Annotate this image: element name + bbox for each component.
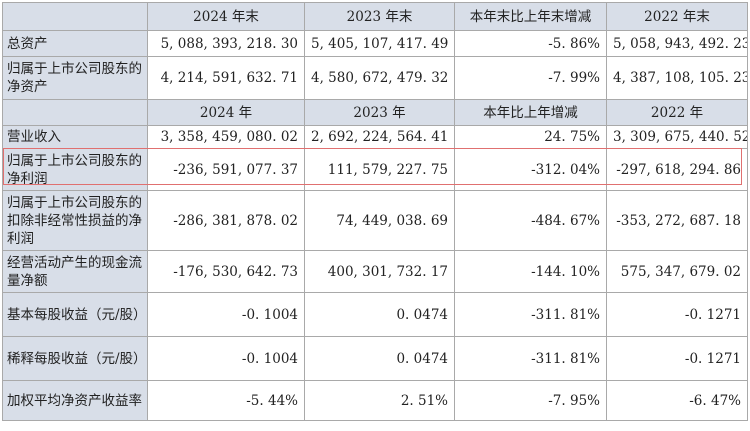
table-cell: 4, 387, 108, 105. 23 <box>606 56 748 100</box>
table-cell: -5. 44% <box>147 380 305 421</box>
row-label-revenue: 营业收入 <box>2 125 148 149</box>
header-row-year-end: 2024 年末 2023 年末 本年末比上年末增减 2022 年末 <box>2 2 748 31</box>
table-cell: 3, 358, 459, 080. 02 <box>147 125 305 149</box>
row-label-operating-cash-flow: 经营活动产生的现金流量净额 <box>2 250 148 293</box>
table-row: 基本每股收益（元/股） -0. 1004 0. 0474 -311. 81% -… <box>2 292 748 337</box>
table-row: 营业收入 3, 358, 459, 080. 02 2, 692, 224, 5… <box>2 125 748 149</box>
row-label-weighted-roe: 加权平均净资产收益率 <box>2 380 148 421</box>
header-cell-2023: 2023 年 <box>304 99 455 126</box>
row-label-adjusted-net-profit: 归属于上市公司股东的扣除非经常性损益的净利润 <box>2 190 148 251</box>
table-cell: 2. 51% <box>304 380 455 421</box>
table-cell: -0. 1004 <box>147 292 305 337</box>
row-label-net-assets: 归属于上市公司股东的净资产 <box>2 56 148 100</box>
table-cell: -311. 81% <box>454 336 607 381</box>
table-cell: 5, 405, 107, 417. 49 <box>304 30 455 57</box>
table-cell: -0. 1271 <box>606 292 748 337</box>
header-cell-2022: 2022 年 <box>606 99 748 126</box>
table-cell: -7. 95% <box>454 380 607 421</box>
header-cell-2023-end: 2023 年末 <box>304 2 455 31</box>
table-row: 归属于上市公司股东的扣除非经常性损益的净利润 -286, 381, 878. 0… <box>2 190 748 251</box>
table-cell: 74, 449, 038. 69 <box>304 190 455 251</box>
header-cell-2024: 2024 年 <box>147 99 305 126</box>
header-cell-change-end: 本年末比上年末增减 <box>454 2 607 31</box>
table-cell: -0. 1271 <box>606 336 748 381</box>
row-label-basic-eps: 基本每股收益（元/股） <box>2 292 148 337</box>
table-row-highlighted: 归属于上市公司股东的净利润 -236, 591, 077. 37 111, 57… <box>2 148 748 191</box>
table-cell: 0. 0474 <box>304 292 455 337</box>
table-row: 归属于上市公司股东的净资产 4, 214, 591, 632. 71 4, 58… <box>2 56 748 100</box>
table-cell: 111, 579, 227. 75 <box>304 148 455 191</box>
table-row: 加权平均净资产收益率 -5. 44% 2. 51% -7. 95% -6. 47… <box>2 380 748 421</box>
table-cell: -297, 618, 294. 86 <box>606 148 748 191</box>
table-cell: -312. 04% <box>454 148 607 191</box>
table-cell: -311. 81% <box>454 292 607 337</box>
table-cell: 400, 301, 732. 17 <box>304 250 455 293</box>
table-cell: -286, 381, 878. 02 <box>147 190 305 251</box>
financial-summary-table: 2024 年末 2023 年末 本年末比上年末增减 2022 年末 总资产 5,… <box>2 2 748 421</box>
table-cell: 4, 214, 591, 632. 71 <box>147 56 305 100</box>
table-cell: 3, 309, 675, 440. 52 <box>606 125 748 149</box>
table-cell: 0. 0474 <box>304 336 455 381</box>
table-cell: -353, 272, 687. 18 <box>606 190 748 251</box>
table-cell: -0. 1004 <box>147 336 305 381</box>
row-label-net-profit: 归属于上市公司股东的净利润 <box>2 148 148 191</box>
table-cell: 4, 580, 672, 479. 32 <box>304 56 455 100</box>
header-cell-2022-end: 2022 年末 <box>606 2 748 31</box>
header-cell-empty <box>2 99 148 126</box>
table-cell: 2, 692, 224, 564. 41 <box>304 125 455 149</box>
table-cell: -176, 530, 642. 73 <box>147 250 305 293</box>
table-cell: -144. 10% <box>454 250 607 293</box>
table-cell: 575, 347, 679. 02 <box>606 250 748 293</box>
table-cell: -6. 47% <box>606 380 748 421</box>
table-cell: 24. 75% <box>454 125 607 149</box>
table-cell: 5, 058, 943, 492. 23 <box>606 30 748 57</box>
header-cell-empty <box>2 2 148 31</box>
table-row: 稀释每股收益（元/股） -0. 1004 0. 0474 -311. 81% -… <box>2 336 748 381</box>
header-row-year: 2024 年 2023 年 本年比上年增减 2022 年 <box>2 99 748 126</box>
table-cell: -7. 99% <box>454 56 607 100</box>
header-cell-change: 本年比上年增减 <box>454 99 607 126</box>
table-row: 总资产 5, 088, 393, 218. 30 5, 405, 107, 41… <box>2 30 748 57</box>
table-cell: -484. 67% <box>454 190 607 251</box>
table-cell: 5, 088, 393, 218. 30 <box>147 30 305 57</box>
table-row: 经营活动产生的现金流量净额 -176, 530, 642. 73 400, 30… <box>2 250 748 293</box>
row-label-diluted-eps: 稀释每股收益（元/股） <box>2 336 148 381</box>
table-cell: -5. 86% <box>454 30 607 57</box>
table-cell: -236, 591, 077. 37 <box>147 148 305 191</box>
header-cell-2024-end: 2024 年末 <box>147 2 305 31</box>
row-label-total-assets: 总资产 <box>2 30 148 57</box>
